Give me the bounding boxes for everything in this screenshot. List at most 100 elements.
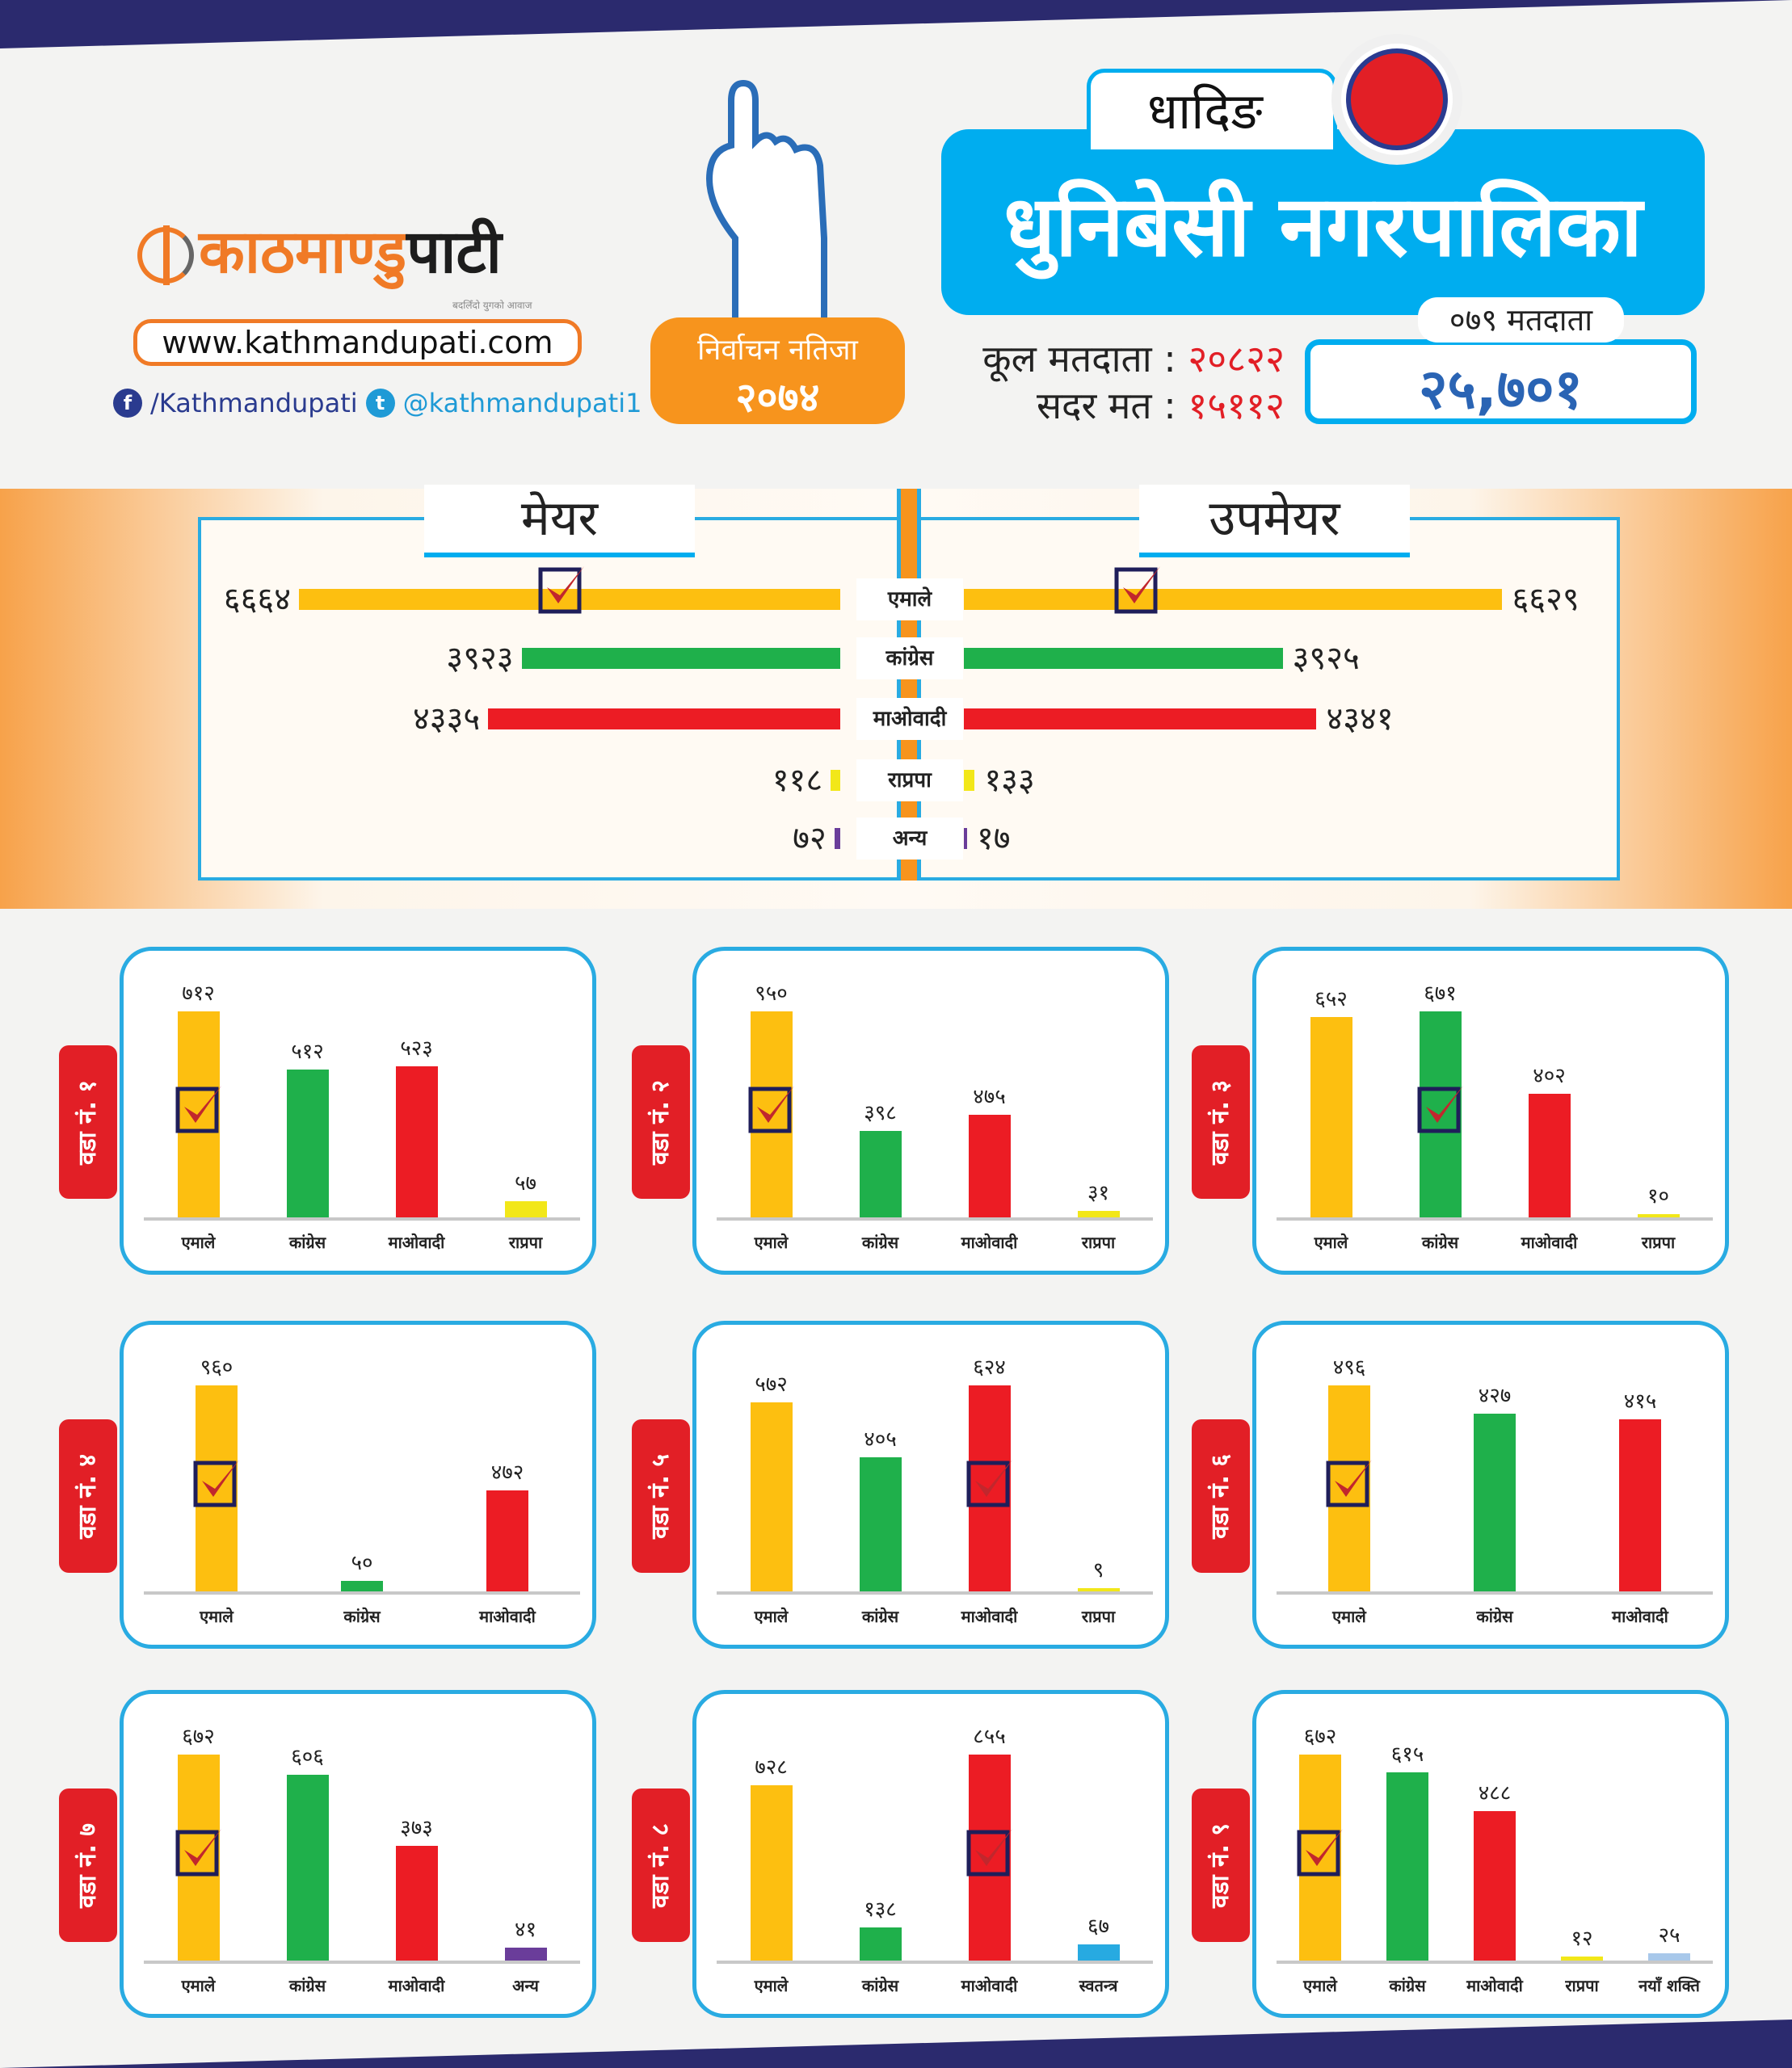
x-axis-label: राप्रपा [1565, 1976, 1599, 1995]
party-label-4: अन्य [856, 818, 963, 860]
x-axis-label: कांग्रेस [861, 1607, 899, 1626]
bar-column: ४७२ [486, 1461, 528, 1591]
winner-check-icon [1416, 1082, 1468, 1134]
bar-column: ४१५ [1619, 1389, 1661, 1591]
bar-माओवादी [395, 1066, 438, 1217]
x-axis-label: माओवादी [388, 1976, 445, 1995]
ward-number-tab: वडा नं. ८ [632, 1788, 690, 1942]
mayor-value-0: ६६६४ [223, 581, 291, 618]
deputy-value-1: ३९२५ [1292, 640, 1360, 677]
deputy-value-2: ४३४१ [1326, 700, 1394, 738]
ward-bar-chart: ७२८ एमाले १३८ कांग्रेस ८५५ माओवादी ६७ स्वतन्त्र [717, 1718, 1153, 1995]
bar-राप्रपा [1561, 1957, 1603, 1961]
chart-baseline [717, 1217, 1153, 1221]
x-axis-label: कांग्रेस [288, 1233, 326, 1252]
bar-value-label: १२ [1571, 1927, 1593, 1952]
bar-value-label: ४७५ [973, 1084, 1006, 1109]
bar-column: ४०२ [1528, 1064, 1571, 1217]
ballot-box-icon [1331, 34, 1462, 165]
bar-value-label: ९६० [200, 1356, 233, 1380]
x-axis-label: एमाले [1314, 1233, 1348, 1252]
bar-value-label: ६१५ [1390, 1742, 1424, 1767]
ward-card: ७२८ एमाले १३८ कांग्रेस ८५५ माओवादी ६७ स्वतन्त्र [692, 1690, 1169, 2018]
valid-votes-label: सदर मत : [1036, 384, 1176, 427]
bar-value-label: ६७१ [1424, 981, 1457, 1006]
ward-card: ६५२ एमाले ६७१ कांग्रेस ४०२ माओवादी १० राप्रपा [1252, 947, 1729, 1275]
x-axis-label: कांग्रेस [861, 1233, 899, 1252]
bar-एमाले [750, 1784, 793, 1961]
x-axis-label: माओवादी [961, 1607, 1018, 1626]
bar-column: ४८८ [1474, 1781, 1516, 1961]
x-axis-label: एमाले [1303, 1976, 1337, 1995]
bar-value-label: ६७२ [1303, 1725, 1337, 1749]
ward-number-tab: वडा नं. ५ [632, 1419, 690, 1573]
bar-value-label: ३९८ [864, 1101, 897, 1126]
bar-column: ४७५ [968, 1085, 1011, 1217]
party-label-2: माओवादी [856, 698, 963, 740]
bar-column: ५१२ [286, 1040, 329, 1217]
bar-column: ९ [1077, 1558, 1120, 1591]
chart-baseline [1277, 1217, 1713, 1221]
twitter-handle[interactable]: @kathmandupati1 [402, 388, 642, 418]
ward-bar-chart: ४९६ एमाले ४२७ कांग्रेस ४१५ माओवादी [1277, 1349, 1713, 1626]
x-axis-label: माओवादी [961, 1233, 1018, 1252]
website-url[interactable]: www.kathmandupati.com [133, 319, 582, 366]
x-axis-label: माओवादी [1612, 1607, 1668, 1626]
bar-value-label: ६७२ [182, 1725, 215, 1749]
bar-value-label: १३८ [864, 1897, 897, 1922]
bar-माओवादी [1474, 1810, 1516, 1961]
ward-bar-chart: ६७२ एमाले ६०६ कांग्रेस ३७३ माओवादी ४१ अन्य [144, 1718, 580, 1995]
bar-value-label: ५७२ [755, 1372, 788, 1398]
ward-bar-chart: ६५२ एमाले ६७१ कांग्रेस ४०२ माओवादी १० राप्रपा [1277, 975, 1713, 1252]
ward-bar-chart: ९६० एमाले ५० कांग्रेस ४७२ माओवादी [144, 1349, 580, 1626]
bar-माओवादी [968, 1114, 1011, 1217]
winner-check-icon [965, 1456, 1017, 1508]
chart-baseline [144, 1217, 580, 1221]
bar-column: ३७३ [395, 1816, 438, 1961]
ward-bar-chart: ६७२ एमाले ६१५ कांग्रेस ४८८ माओवादी १२ राप्रपा २५… [1277, 1718, 1713, 1995]
bar-एमाले [1310, 1017, 1352, 1217]
bar-स्वतन्त्र [1077, 1944, 1120, 1961]
mayor-bar-4 [834, 828, 840, 849]
bar-value-label: ३७३ [400, 1816, 433, 1841]
chart-baseline [1277, 1961, 1713, 1964]
bar-value-label: ६७ [1087, 1915, 1110, 1940]
twitter-icon: t [365, 389, 395, 418]
x-axis-label: कांग्रेस [861, 1976, 899, 1995]
x-axis-label: कांग्रेस [1389, 1976, 1426, 1995]
deputy-bar-4 [964, 828, 967, 849]
mayor-bar-1 [521, 648, 840, 669]
chart-baseline [717, 1591, 1153, 1595]
bar-राप्रपा [1077, 1588, 1120, 1591]
bar-value-label: ६५२ [1315, 987, 1348, 1012]
mayor-bar-0 [299, 589, 840, 610]
election-result-badge: निर्वाचन नतिजा २०७४ [650, 317, 905, 424]
badge-year: २०७४ [735, 374, 820, 421]
ward-number-tab: वडा नं. ३ [1192, 1045, 1250, 1199]
x-axis-label: कांग्रेस [1421, 1233, 1459, 1252]
bar-कांग्रेस [286, 1069, 329, 1217]
bar-कांग्रेस [859, 1457, 902, 1591]
bar-column: ६१५ [1386, 1742, 1428, 1961]
party-label-0: एमाले [856, 578, 963, 620]
bar-माओवादी [395, 1846, 438, 1961]
mayor-value-3: ११८ [772, 762, 823, 799]
bar-value-label: ४०५ [864, 1427, 897, 1452]
bar-value-label: ४१५ [1623, 1389, 1657, 1414]
bar-value-label: ९ [1092, 1558, 1104, 1583]
bar-value-label: ५१२ [291, 1039, 324, 1064]
bar-value-label: ४८८ [1478, 1780, 1512, 1805]
x-axis-label: कांग्रेस [288, 1976, 326, 1995]
bar-value-label: ५२३ [400, 1036, 433, 1061]
ward-number-tab: वडा नं. ४ [59, 1419, 117, 1573]
ward-bar-chart: ५७२ एमाले ४०५ कांग्रेस ६२४ माओवादी ९ राप्रपा [717, 1349, 1153, 1626]
bar-राप्रपा [504, 1200, 547, 1217]
x-axis-label: स्वतन्त्र [1079, 1976, 1118, 1995]
bar-value-label: ७१२ [182, 981, 215, 1006]
x-axis-label: एमाले [1332, 1607, 1366, 1626]
winner-check-icon [1325, 1456, 1377, 1508]
bar-column: ५७ [504, 1171, 547, 1217]
total-voters-label: कूल मतदाता : [982, 337, 1176, 380]
bar-column: ५० [341, 1551, 383, 1591]
facebook-handle[interactable]: /Kathmandupati [150, 388, 358, 418]
